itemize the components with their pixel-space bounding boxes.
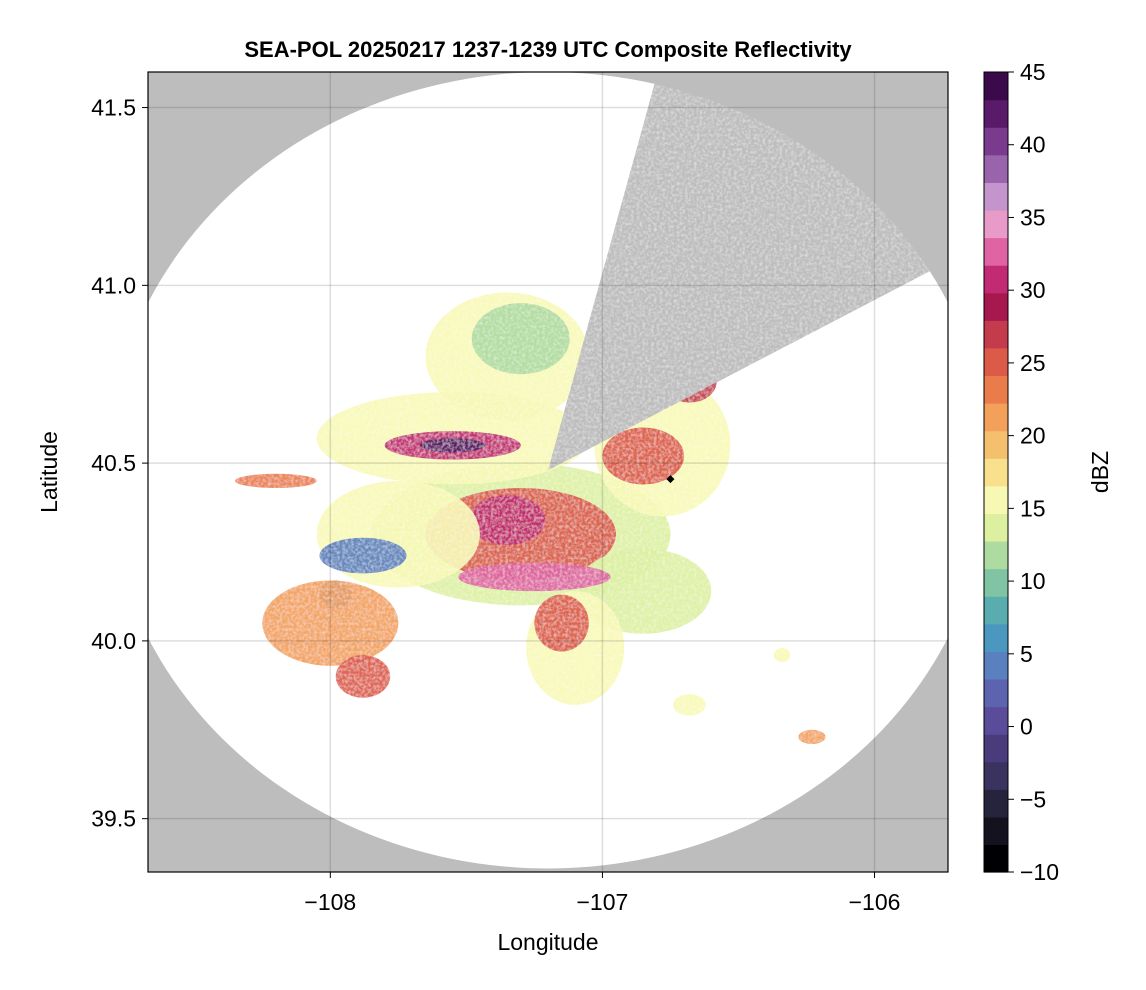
x-axis: −108 −107 −106 — [304, 872, 900, 915]
echo-sw-band — [235, 473, 317, 488]
colorbar-swatch — [984, 568, 1008, 597]
colorbar-tick-label: −10 — [1020, 859, 1059, 885]
colorbar-swatch — [984, 761, 1008, 790]
colorbar-swatch — [984, 678, 1008, 708]
y-tick-label: 41.5 — [91, 95, 136, 121]
colorbar-swatch — [984, 816, 1008, 846]
colorbar-swatch — [984, 237, 1008, 266]
colorbar-swatch — [984, 182, 1008, 211]
colorbar-swatch — [984, 265, 1008, 294]
grid-lines — [148, 72, 948, 872]
colorbar-tick-label: 10 — [1020, 568, 1046, 594]
echo-north-band-peak — [420, 438, 486, 453]
echo-west-blue — [319, 537, 407, 574]
blocked-sector — [548, 83, 930, 471]
colorbar-swatch — [984, 99, 1008, 128]
colorbar-swatch — [984, 513, 1008, 542]
colorbar-swatch — [984, 485, 1008, 514]
y-tick-label: 41.0 — [91, 272, 136, 298]
echo-south-arm-core — [534, 594, 589, 652]
colorbar-swatch — [984, 458, 1008, 487]
colorbar-swatch — [984, 623, 1008, 652]
x-axis-label: Longitude — [497, 929, 598, 955]
colorbar-swatch — [984, 72, 1008, 101]
chart-title: SEA-POL 20250217 1237-1239 UTC Composite… — [244, 37, 852, 62]
y-tick-label: 40.0 — [91, 628, 136, 654]
echo-sw-cells — [262, 580, 399, 666]
marker — [666, 475, 675, 484]
y-axis-label: Latitude — [36, 431, 62, 513]
y-axis: 39.5 40.0 40.5 41.0 41.5 — [91, 95, 148, 832]
colorbar-swatch — [984, 789, 1008, 818]
plot-frame — [147, 71, 949, 873]
colorbar-swatch — [984, 430, 1008, 459]
x-tick-label: −106 — [849, 889, 901, 915]
colorbar-tick-label: −5 — [1020, 786, 1046, 812]
colorbar-tick-label: 25 — [1020, 350, 1046, 376]
colorbar-swatch — [984, 706, 1008, 735]
colorbar-tick-label: 35 — [1020, 204, 1046, 230]
y-tick-label: 40.5 — [91, 450, 136, 476]
colorbar-swatch — [984, 540, 1008, 570]
echo-south-band-core — [458, 562, 611, 592]
colorbar-tick-label: 45 — [1020, 59, 1046, 85]
colorbar-swatch — [984, 596, 1008, 625]
echo-far-se-cell — [798, 729, 826, 745]
colorbar-frame — [983, 71, 1009, 873]
colorbar-tick-label: 5 — [1020, 641, 1033, 667]
colorbar-swatch — [984, 651, 1008, 680]
colorbar-swatch — [984, 292, 1008, 321]
colorbar-tick-label: 40 — [1020, 132, 1046, 158]
colorbar-tick-label: 30 — [1020, 277, 1046, 303]
colorbar-tick-label: 20 — [1020, 423, 1046, 449]
colorbar-swatch — [984, 734, 1008, 763]
echo-se-small-1 — [673, 694, 706, 716]
echo-north-lobe-green — [471, 303, 570, 375]
colorbar-swatch — [984, 403, 1008, 432]
colorbar-swatch — [984, 209, 1008, 239]
colorbar-swatch — [984, 844, 1008, 873]
colorbar-swatch — [984, 347, 1008, 377]
x-tick-label: −108 — [304, 889, 356, 915]
colorbar-swatch — [984, 375, 1008, 404]
echo-west-area — [316, 480, 480, 588]
x-tick-label: −107 — [577, 889, 629, 915]
plot-area — [148, 72, 948, 872]
y-tick-label: 39.5 — [91, 806, 136, 832]
echo-east-area-core — [602, 427, 685, 485]
echo-sw-cells-south — [335, 655, 391, 698]
colorbar-swatch — [984, 154, 1008, 183]
colorbar-swatch — [984, 320, 1008, 349]
colorbar-label: dBZ — [1087, 451, 1113, 493]
colorbar-tick-label: 15 — [1020, 495, 1046, 521]
colorbar-swatch — [984, 127, 1008, 156]
reflectivity-echoes — [235, 83, 930, 745]
colorbar-tick-label: 0 — [1020, 714, 1033, 740]
echo-se-small-2 — [773, 648, 791, 663]
colorbar: −10 −5 0 5 10 15 20 25 30 35 40 45 — [983, 59, 1059, 885]
echo-main-peak — [469, 495, 546, 545]
